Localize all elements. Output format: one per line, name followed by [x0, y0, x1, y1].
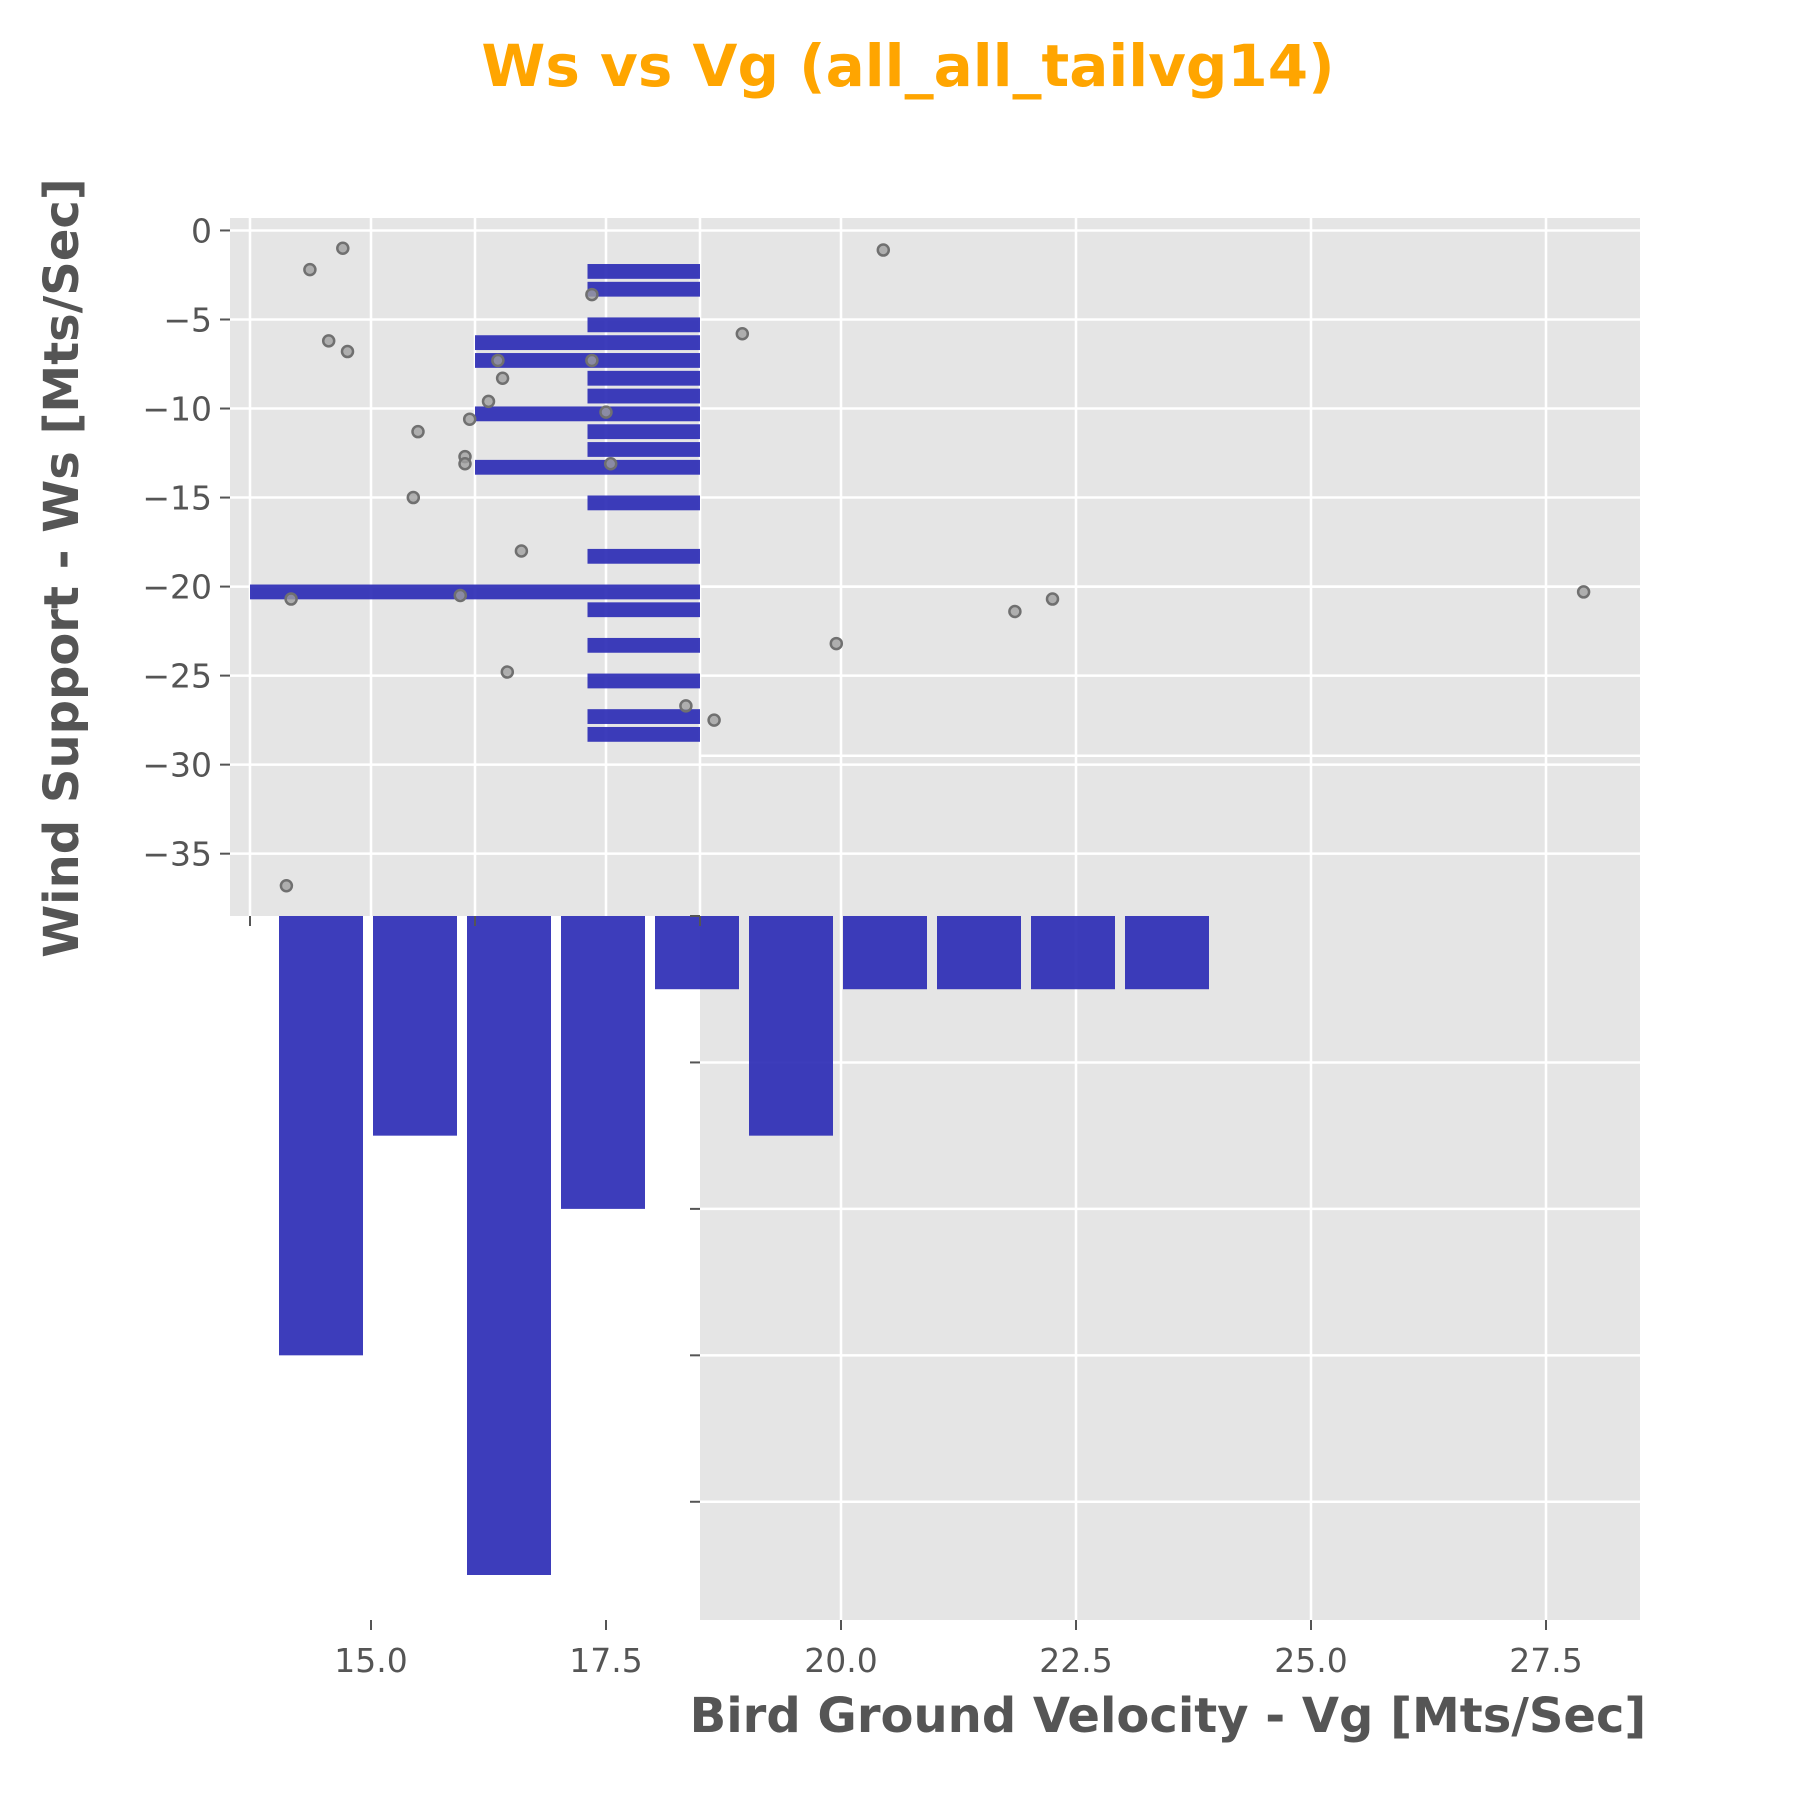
scatter-point — [453, 588, 468, 603]
vg-histogram-bar — [1125, 916, 1209, 990]
scatter-point — [336, 241, 350, 256]
scatter-panel-bg — [230, 218, 1640, 916]
scatter-point — [481, 394, 496, 409]
scatter-points — [279, 241, 1591, 893]
scatter-point — [303, 262, 317, 277]
chart-title: Ws vs Vg (all_all_tailvg14) — [481, 32, 1334, 100]
ws-histogram-bar — [587, 673, 700, 689]
ws-histogram-bar — [250, 584, 700, 600]
ws-histogram-bar — [475, 406, 700, 422]
vg-histogram-bar — [937, 916, 1021, 990]
scatter-point — [585, 287, 599, 302]
scatter-point — [406, 490, 421, 505]
ws-histogram-bar — [587, 602, 700, 618]
scatter-point — [321, 334, 336, 348]
ws-histogram-bar — [475, 459, 700, 475]
scatter-point — [279, 878, 294, 893]
scatter-point — [603, 456, 618, 471]
vg-histogram-bar — [467, 916, 551, 1575]
y-tick-label: −10 — [142, 390, 212, 429]
y-tick-label: −30 — [142, 746, 212, 785]
ws-histogram-bar — [587, 424, 700, 440]
scatter-point — [514, 544, 529, 558]
scatter-point — [707, 713, 721, 727]
y-tick-label: −15 — [142, 479, 212, 518]
vg-histogram-bar — [655, 916, 739, 990]
scatter-point — [1008, 604, 1022, 619]
ws-histogram-bar — [587, 370, 700, 386]
x-tick-label: 20.0 — [804, 1641, 877, 1680]
scatter-point — [1576, 585, 1591, 599]
ws-histogram-bar — [475, 335, 700, 351]
scatter-point — [340, 344, 355, 359]
scatter-point — [829, 636, 844, 651]
scatter-point — [876, 243, 891, 257]
y-tick-label: −25 — [142, 657, 212, 696]
ws-histogram-bar — [587, 317, 700, 333]
y-tick-label: −35 — [142, 835, 212, 874]
axis-ticks: 0 −5 −10 −15 −20 −25 −30 −35 15.0 17.5 20.0 22.5 25.… — [142, 211, 1582, 1680]
vg-histogram — [279, 916, 1209, 1575]
ws-histogram — [250, 264, 700, 742]
x-tick-label: 15.0 — [334, 1641, 407, 1680]
y-tick-label: −5 — [163, 300, 212, 339]
scatter-point — [495, 371, 510, 386]
ws-histogram-bar — [587, 442, 700, 457]
ws-histogram-bar — [587, 637, 700, 653]
ws-histogram-bar — [587, 726, 700, 742]
vg-histogram-bar — [373, 916, 457, 1136]
scatter-point — [599, 405, 613, 419]
x-tick-label: 22.5 — [1039, 1641, 1112, 1680]
x-axis-label: Bird Ground Velocity - Vg [Mts/Sec] — [690, 1688, 1647, 1744]
ws-histogram-bar — [587, 264, 700, 279]
scatter-point — [735, 326, 750, 341]
scatter-point — [679, 699, 693, 713]
ws-histogram-bar — [587, 388, 700, 404]
ws-histogram-bar — [587, 709, 700, 724]
scatter-point — [411, 424, 425, 439]
vg-histogram-bar — [749, 916, 833, 1136]
y-axis-label: Wind Support - Ws [Mts/Sec] — [34, 178, 90, 958]
ws-histogram-bar — [587, 548, 700, 564]
x-tick-label: 27.5 — [1509, 1641, 1582, 1680]
chart-panels — [230, 218, 1640, 1620]
y-tick-label: 0 — [191, 211, 212, 250]
scatter-point — [491, 353, 505, 368]
vg-histogram-bar — [561, 916, 645, 1209]
ws-histogram-bar — [587, 495, 700, 511]
vg-histogram-bar — [1031, 916, 1115, 990]
scatter-point — [458, 456, 472, 471]
scatter-point — [462, 412, 477, 426]
ws-histogram-bar — [587, 281, 700, 297]
scatter-point — [500, 665, 515, 679]
grid-lines — [230, 218, 1640, 1620]
y-tick-label: −20 — [142, 568, 212, 607]
vg-histogram-bar — [279, 916, 363, 1356]
scatter-point — [1045, 592, 1060, 606]
scatter-point — [585, 353, 599, 368]
x-tick-label: 17.5 — [569, 1641, 642, 1680]
x-tick-label: 25.0 — [1274, 1641, 1347, 1680]
scatter-point — [284, 592, 298, 606]
vg-histogram-bar — [843, 916, 927, 990]
